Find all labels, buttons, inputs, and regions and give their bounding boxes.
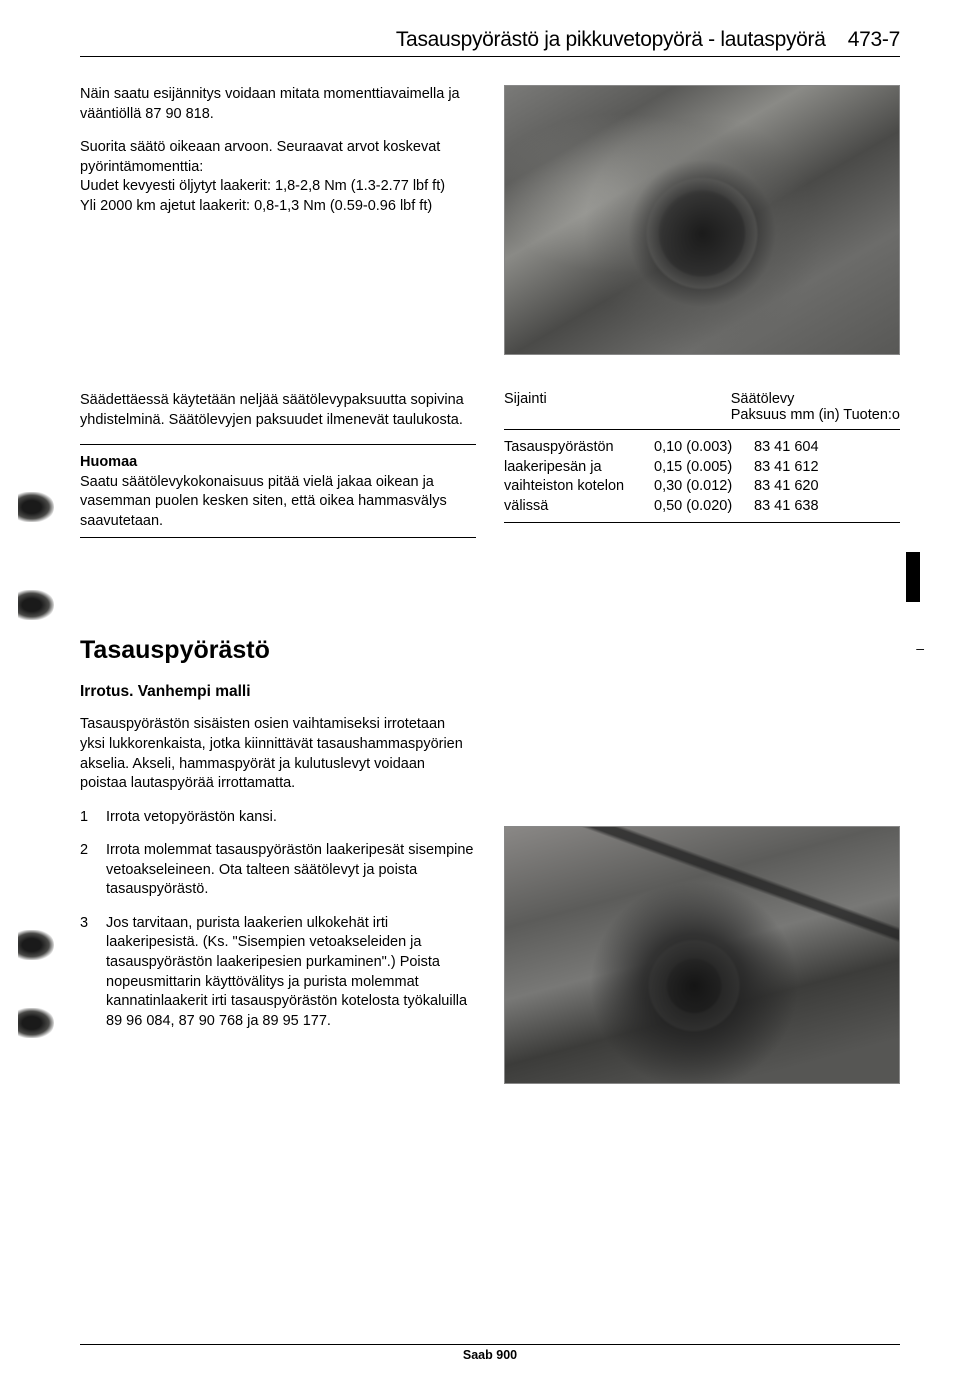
divider	[504, 522, 900, 523]
cell-partno: 83 41 604	[754, 438, 864, 458]
binder-tab	[18, 930, 54, 960]
table-head-shim-label: Säätölevy	[731, 391, 795, 407]
mid-columns: Säädettäessä käytetään neljää säätölevyp…	[80, 391, 900, 546]
intro-p3: Uudet kevyesti öljytyt laakerit: 1,8-2,8…	[80, 177, 476, 197]
bottom-image-column	[504, 808, 900, 1084]
table-row: vaihteiston kotelon 0,30 (0.012) 83 41 6…	[504, 477, 900, 497]
section-heading: Tasauspyörästö	[80, 636, 900, 665]
cell-location: välissä	[504, 497, 654, 517]
step-number: 1	[80, 808, 106, 828]
table-row: Tasauspyörästön 0,10 (0.003) 83 41 604	[504, 438, 900, 458]
top-columns: Näin saatu esijännitys voidaan mitata mo…	[80, 85, 900, 355]
page-title: Tasauspyörästö ja pikkuvetopyörä - lauta…	[396, 28, 826, 51]
note-heading: Huomaa	[80, 454, 137, 470]
cell-thickness: 0,30 (0.012)	[654, 477, 754, 497]
divider	[80, 537, 476, 538]
divider	[80, 444, 476, 445]
table-row: laakeripesän ja 0,15 (0.005) 83 41 612	[504, 458, 900, 478]
top-right-column	[504, 85, 900, 355]
step-item: 3 Jos tarvitaan, purista laakerien ulkok…	[80, 914, 476, 1031]
step-text: Irrota vetopyörästön kansi.	[106, 808, 476, 828]
cell-thickness: 0,50 (0.020)	[654, 497, 754, 517]
page-header: Tasauspyörästö ja pikkuvetopyörä - lauta…	[80, 28, 900, 57]
cell-thickness: 0,10 (0.003)	[654, 438, 754, 458]
top-left-column: Näin saatu esijännitys voidaan mitata mo…	[80, 85, 476, 355]
section-p1: Tasauspyörästön sisäisten osien vaihtami…	[80, 715, 470, 793]
step-item: 1 Irrota vetopyörästön kansi.	[80, 808, 476, 828]
table-head-shim-sub: Paksuus mm (in) Tuoten:o	[731, 407, 900, 423]
side-marker-arrow	[906, 552, 920, 602]
binder-tab	[18, 492, 54, 522]
shim-table-head: Sijainti Säätölevy Paksuus mm (in) Tuote…	[504, 391, 900, 423]
side-marker-dash: –	[916, 640, 924, 656]
cell-location: Tasauspyörästön	[504, 438, 654, 458]
shim-p1: Säädettäessä käytetään neljää säätölevyp…	[80, 391, 476, 430]
shim-note: Huomaa Saatu säätölevykokonaisuus pitää …	[80, 453, 476, 531]
cell-partno: 83 41 620	[754, 477, 864, 497]
step-number: 2	[80, 841, 106, 900]
cell-partno: 83 41 638	[754, 497, 864, 517]
table-head-shim: Säätölevy Paksuus mm (in) Tuoten:o	[687, 391, 900, 423]
bottom-columns: 1 Irrota vetopyörästön kansi. 2 Irrota m…	[80, 808, 900, 1084]
intro-p1: Näin saatu esijännitys voidaan mitata mo…	[80, 85, 476, 124]
figure-differential-removal	[504, 826, 900, 1084]
intro-p2: Suorita säätö oikeaan arvoon. Seuraavat …	[80, 138, 476, 177]
page-footer: Saab 900	[80, 1344, 900, 1362]
table-head-location: Sijainti	[504, 391, 547, 423]
intro-p4: Yli 2000 km ajetut laakerit: 0,8-1,3 Nm …	[80, 197, 476, 217]
mid-right-column: Sijainti Säätölevy Paksuus mm (in) Tuote…	[504, 391, 900, 546]
table-row: välissä 0,50 (0.020) 83 41 638	[504, 497, 900, 517]
cell-thickness: 0,15 (0.005)	[654, 458, 754, 478]
cell-location: laakeripesän ja	[504, 458, 654, 478]
mid-left-column: Säädettäessä käytetään neljää säätölevyp…	[80, 391, 476, 546]
cell-location: vaihteiston kotelon	[504, 477, 654, 497]
step-number: 3	[80, 914, 106, 1031]
page-number: 473-7	[848, 28, 900, 51]
figure-differential-housing	[504, 85, 900, 355]
binder-tab	[18, 1008, 54, 1038]
steps-column: 1 Irrota vetopyörästön kansi. 2 Irrota m…	[80, 808, 476, 1084]
footer-brand: Saab 900	[463, 1348, 517, 1362]
cell-partno: 83 41 612	[754, 458, 864, 478]
section-subheading: Irrotus. Vanhempi malli	[80, 683, 900, 701]
binder-tab	[18, 590, 54, 620]
step-text: Irrota molemmat tasauspyörästön laakerip…	[106, 841, 476, 900]
page-title-line: Tasauspyörästö ja pikkuvetopyörä - lauta…	[80, 28, 900, 52]
step-item: 2 Irrota molemmat tasauspyörästön laaker…	[80, 841, 476, 900]
note-body: Saatu säätölevykokonaisuus pitää vielä j…	[80, 474, 447, 529]
step-text: Jos tarvitaan, purista laakerien ulkokeh…	[106, 914, 476, 1031]
divider	[504, 429, 900, 430]
